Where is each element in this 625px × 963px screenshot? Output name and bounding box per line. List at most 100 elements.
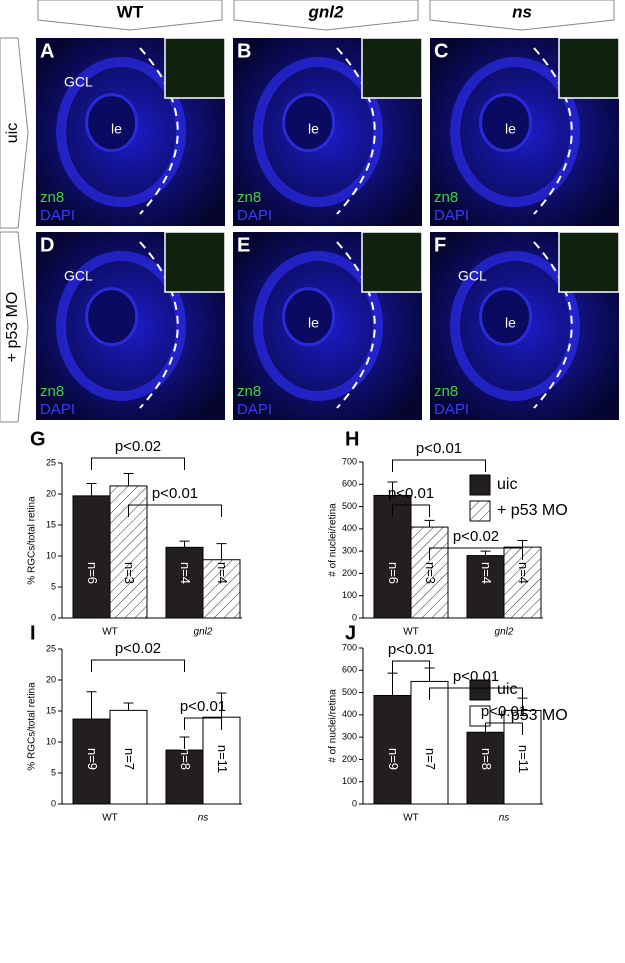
inset: [164, 37, 226, 99]
error-bar: [179, 736, 190, 751]
y-tick-label: 15: [46, 519, 56, 529]
y-tick-label: 0: [51, 798, 56, 808]
n-label: n=4: [178, 562, 193, 584]
error-bar: [480, 550, 491, 556]
error-bar: [387, 672, 398, 696]
legend-swatch: [469, 705, 491, 727]
y-tick-label: 20: [46, 674, 56, 684]
significance-label: p<0.01: [388, 485, 434, 502]
panel-label: DAPI: [40, 401, 75, 418]
column-header: WT: [117, 2, 144, 21]
lens: [85, 287, 139, 347]
y-tick-label: 600: [342, 665, 357, 675]
y-axis-label: % RGCs/total retina: [27, 682, 38, 771]
y-tick-label: 10: [46, 736, 56, 746]
significance-bracket: [429, 687, 523, 700]
n-label: n=11: [215, 745, 230, 773]
retina-boundary: [139, 241, 179, 409]
error-bar: [123, 702, 134, 711]
y-tick-label: 5: [51, 581, 56, 591]
y-tick-label: 400: [342, 709, 357, 719]
x-tick-label: gnl2: [194, 627, 213, 638]
panel-label: zn8: [237, 189, 261, 206]
y-tick-label: 200: [342, 568, 357, 578]
panel-label: le: [505, 121, 516, 137]
y-tick-label: 5: [51, 767, 56, 777]
legend-swatch: [469, 500, 491, 522]
panel-letter: E: [237, 234, 250, 256]
significance-label: p<0.02: [115, 438, 161, 455]
x-tick-label: ns: [499, 813, 510, 824]
panel-label: DAPI: [40, 207, 75, 224]
retina-boundary: [336, 241, 376, 409]
y-tick-label: 500: [342, 501, 357, 511]
panel-label: le: [505, 315, 516, 331]
y-tick-label: 0: [352, 612, 357, 622]
bar: [202, 716, 241, 805]
significance-label: p<0.02: [453, 528, 499, 545]
n-label: n=3: [423, 562, 438, 584]
inset: [361, 231, 423, 293]
column-header-box: [233, 0, 419, 31]
eye-outline: [450, 251, 581, 401]
error-bar: [387, 481, 398, 496]
error-bar: [179, 540, 190, 548]
column-header: ns: [512, 2, 532, 21]
panel-label: zn8: [237, 383, 261, 400]
legend-label: + p53 MO: [497, 707, 568, 724]
lens: [85, 93, 139, 153]
legend-swatch: [469, 474, 491, 496]
panel-label: DAPI: [434, 207, 469, 224]
y-tick-label: 20: [46, 488, 56, 498]
bar: [109, 709, 148, 805]
y-tick-label: 200: [342, 754, 357, 764]
eye-outline: [253, 57, 384, 207]
eye-outline: [450, 57, 581, 207]
significance-bracket: [392, 660, 430, 673]
row-header: uic: [4, 123, 21, 143]
n-label: n=8: [178, 748, 193, 770]
legend-label: uic: [497, 476, 517, 493]
significance-bracket: [392, 504, 430, 517]
lens: [282, 93, 336, 153]
y-tick-label: 300: [342, 546, 357, 556]
y-tick-label: 600: [342, 479, 357, 489]
legend-swatch: [469, 679, 491, 701]
lens: [282, 287, 336, 347]
y-axis-label: # of nuclei/retina: [328, 689, 339, 763]
inset: [558, 37, 620, 99]
bar: [165, 546, 204, 619]
legend-label: + p53 MO: [497, 502, 568, 519]
significance-label: p<0.01: [416, 440, 462, 457]
n-label: n=7: [122, 748, 137, 770]
x-tick-label: WT: [403, 627, 419, 638]
significance-label: p<0.01: [481, 703, 527, 720]
eye-outline: [56, 251, 187, 401]
significance-bracket: [91, 659, 185, 672]
row-header-box: [0, 37, 29, 229]
bar: [202, 559, 241, 619]
y-tick-label: 0: [352, 798, 357, 808]
y-tick-label: 400: [342, 523, 357, 533]
panel-label: le: [111, 121, 122, 137]
inset: [164, 231, 226, 293]
chart-letter: G: [30, 428, 46, 450]
y-tick-label: 500: [342, 687, 357, 697]
y-axis-label: # of nuclei/retina: [328, 503, 339, 577]
retina-boundary: [533, 241, 573, 409]
y-tick-label: 100: [342, 776, 357, 786]
eye-outline: [56, 57, 187, 207]
row-header-box: [0, 231, 29, 423]
inset: [558, 231, 620, 293]
bar: [165, 749, 204, 805]
panel-letter: A: [40, 40, 54, 62]
y-tick-label: 25: [46, 643, 56, 653]
panel-label: GCL: [64, 74, 93, 90]
y-tick-label: 700: [342, 456, 357, 466]
y-tick-label: 700: [342, 642, 357, 652]
significance-label: p<0.01: [180, 698, 226, 715]
n-label: n=7: [423, 748, 438, 770]
x-tick-label: gnl2: [495, 627, 514, 638]
panel-label: GCL: [64, 268, 93, 284]
